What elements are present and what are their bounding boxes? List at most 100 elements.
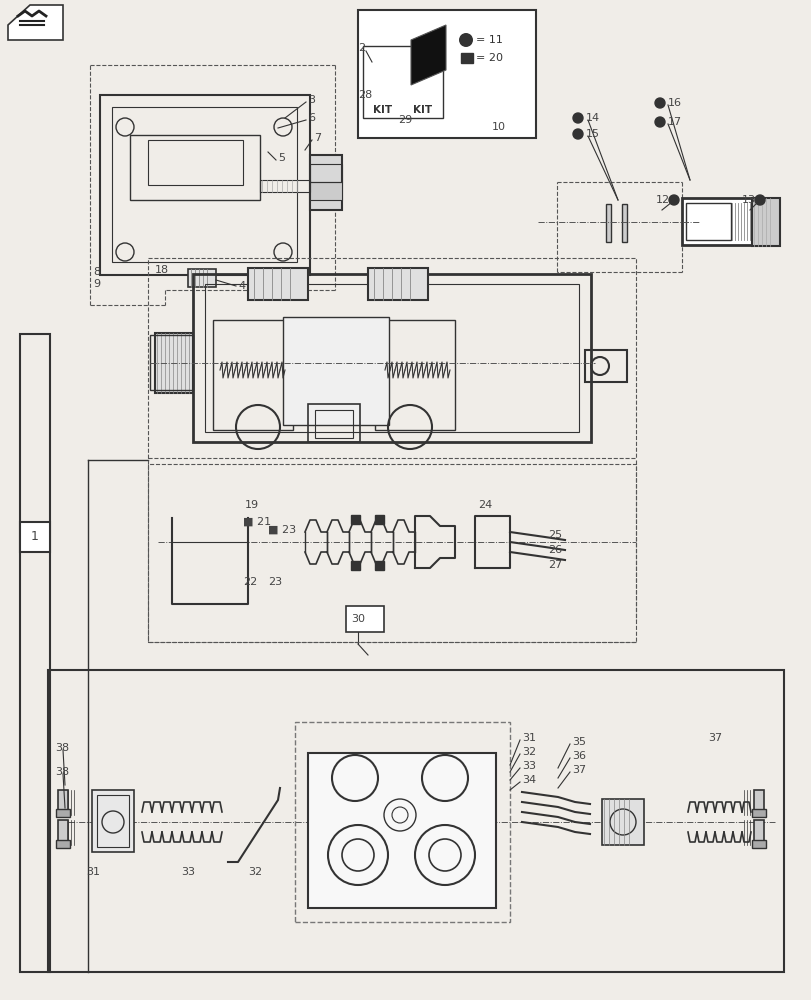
Bar xyxy=(58,790,68,815)
Text: 29: 29 xyxy=(397,115,412,125)
Text: 24: 24 xyxy=(478,500,491,510)
Bar xyxy=(283,317,388,425)
Text: 12: 12 xyxy=(655,195,669,205)
Bar xyxy=(130,135,260,200)
Bar xyxy=(310,164,341,182)
Bar xyxy=(363,46,443,118)
Text: 14: 14 xyxy=(586,113,599,123)
Bar xyxy=(148,140,242,185)
Text: 3: 3 xyxy=(307,95,315,105)
Text: KIT: KIT xyxy=(413,105,432,115)
Bar xyxy=(461,53,473,63)
Bar xyxy=(751,809,765,817)
Circle shape xyxy=(458,33,473,47)
Polygon shape xyxy=(410,25,445,85)
Text: 34: 34 xyxy=(521,775,535,785)
Bar xyxy=(247,268,307,300)
Text: 31: 31 xyxy=(86,867,100,877)
Bar xyxy=(310,182,341,200)
Bar xyxy=(310,155,341,210)
Bar xyxy=(753,790,763,815)
Bar xyxy=(97,795,129,847)
Text: 32: 32 xyxy=(247,867,262,877)
Text: 23: 23 xyxy=(268,577,281,587)
Text: 22: 22 xyxy=(242,577,257,587)
Bar xyxy=(621,204,626,242)
Text: 33: 33 xyxy=(181,867,195,877)
Polygon shape xyxy=(8,5,63,40)
Text: = 11: = 11 xyxy=(475,35,502,45)
Text: 15: 15 xyxy=(586,129,599,139)
Bar xyxy=(20,334,50,972)
Text: 2: 2 xyxy=(358,43,365,53)
Bar xyxy=(100,95,310,275)
Bar xyxy=(212,320,293,430)
Bar xyxy=(260,180,310,192)
Bar xyxy=(56,809,70,817)
Text: 16: 16 xyxy=(667,98,681,108)
Bar xyxy=(48,670,783,972)
Text: 38: 38 xyxy=(55,743,69,753)
Text: 33: 33 xyxy=(521,761,535,771)
Text: 13: 13 xyxy=(741,195,755,205)
Circle shape xyxy=(573,113,582,123)
Bar xyxy=(307,404,359,442)
Bar xyxy=(375,514,384,524)
Text: 30: 30 xyxy=(350,614,365,624)
Text: 18: 18 xyxy=(155,265,169,275)
Circle shape xyxy=(573,129,582,139)
Bar xyxy=(345,606,384,632)
Text: 26: 26 xyxy=(547,545,561,555)
Text: 31: 31 xyxy=(521,733,535,743)
Text: 37: 37 xyxy=(571,765,586,775)
Bar xyxy=(92,790,134,852)
Text: ■ 21: ■ 21 xyxy=(242,517,271,527)
Circle shape xyxy=(668,195,678,205)
Bar xyxy=(294,722,509,922)
Bar xyxy=(204,284,578,432)
Text: = 20: = 20 xyxy=(475,53,502,63)
Text: 28: 28 xyxy=(358,90,371,100)
Text: 32: 32 xyxy=(521,747,535,757)
Text: 37: 37 xyxy=(707,733,721,743)
Bar xyxy=(685,203,730,240)
Bar xyxy=(148,464,635,642)
Bar xyxy=(150,335,193,390)
Bar xyxy=(56,840,70,848)
Text: 8: 8 xyxy=(93,267,100,277)
Bar xyxy=(315,410,353,438)
Text: 7: 7 xyxy=(314,133,320,143)
Text: 27: 27 xyxy=(547,560,561,570)
Bar xyxy=(584,350,626,382)
Bar xyxy=(605,204,610,242)
Bar xyxy=(375,560,384,570)
Bar xyxy=(351,560,360,570)
Bar xyxy=(112,107,297,262)
Bar xyxy=(307,753,496,908)
Text: KIT: KIT xyxy=(373,105,392,115)
Bar xyxy=(681,198,766,245)
Text: 6: 6 xyxy=(307,113,315,123)
Bar xyxy=(601,799,643,845)
Text: ■ 23: ■ 23 xyxy=(268,525,296,535)
Circle shape xyxy=(654,98,664,108)
Circle shape xyxy=(754,195,764,205)
Text: 4: 4 xyxy=(238,281,245,291)
Bar xyxy=(58,820,68,845)
Bar xyxy=(155,333,193,393)
Circle shape xyxy=(654,117,664,127)
Bar xyxy=(20,522,50,552)
Text: 19: 19 xyxy=(245,500,259,510)
Bar xyxy=(193,274,590,442)
Bar xyxy=(751,840,765,848)
Text: 1: 1 xyxy=(31,530,39,544)
Text: 25: 25 xyxy=(547,530,561,540)
Bar xyxy=(375,320,454,430)
Bar xyxy=(351,514,360,524)
Bar xyxy=(753,820,763,845)
Text: 36: 36 xyxy=(571,751,586,761)
Bar xyxy=(358,10,535,138)
Text: 35: 35 xyxy=(571,737,586,747)
Bar xyxy=(188,269,216,287)
Text: 17: 17 xyxy=(667,117,681,127)
